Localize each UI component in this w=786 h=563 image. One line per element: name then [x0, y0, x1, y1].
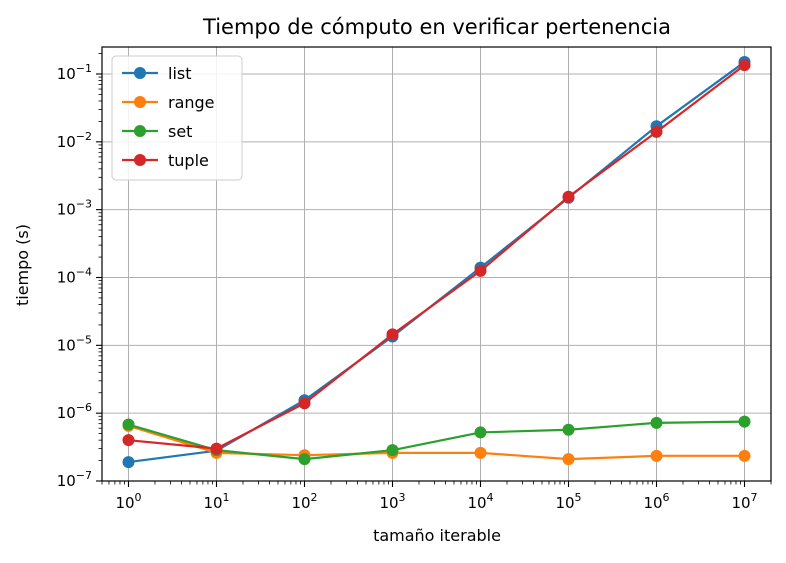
legend-label-list: list: [168, 64, 192, 83]
x-tick-label: 100: [115, 491, 141, 512]
series-line-tuple: [128, 64, 746, 450]
y-tick-label: 10−2: [57, 130, 92, 151]
legend-marker-list: [134, 67, 146, 79]
series-line-set: [128, 420, 745, 461]
legend: list range set tuple: [111, 55, 243, 181]
legend-marker-range: [134, 96, 146, 108]
chart-title: Tiempo de cómputo en verificar pertenenc…: [202, 15, 671, 39]
data-point-tuple: [738, 59, 751, 72]
legend-item-list: list: [122, 64, 192, 83]
data-point-set: [298, 453, 311, 466]
x-tick-label: 103: [379, 491, 405, 512]
data-point-range: [562, 453, 575, 466]
data-point-tuple: [386, 328, 399, 341]
major-ticks: [96, 73, 746, 487]
legend-marker-set: [134, 125, 146, 137]
data-point-tuple: [650, 125, 663, 138]
series-line-range: [128, 424, 745, 461]
data-point-set: [386, 444, 399, 457]
legend-box: [111, 55, 243, 181]
data-point-set: [738, 415, 751, 428]
x-tick-label: 106: [643, 491, 669, 512]
legend-label-set: set: [168, 122, 192, 141]
legend-marker-tuple: [134, 154, 146, 166]
y-tick-label: 10−3: [57, 198, 92, 219]
data-point-tuple: [122, 434, 135, 447]
x-axis-label: tamaño iterable: [373, 526, 501, 545]
legend-item-set: set: [122, 122, 192, 141]
data-point-tuple: [562, 190, 575, 203]
series-tuple: [122, 59, 751, 455]
y-tick-label: 10−1: [57, 62, 92, 83]
data-point-tuple: [474, 264, 487, 277]
data-point-set: [122, 418, 135, 431]
plot-frame: [101, 46, 772, 482]
legend-label-range: range: [168, 93, 215, 112]
x-tick-label: 101: [203, 491, 229, 512]
data-point-range: [474, 446, 487, 459]
data-point-range: [738, 449, 751, 462]
data-point-set: [474, 426, 487, 439]
y-axis-label: tiempo (s): [13, 224, 32, 306]
x-tick-label: 104: [467, 491, 493, 512]
data-point-tuple: [298, 397, 311, 410]
data-point-list: [122, 456, 135, 469]
x-tick-label: 107: [731, 491, 757, 512]
tick-labels: 100 101 102 103 104 105 106 107 10−7 10−6 10−5 10−4…: [57, 62, 758, 512]
legend-item-range: range: [122, 93, 215, 112]
data-point-set: [562, 423, 575, 436]
x-tick-label: 102: [291, 491, 317, 512]
x-tick-label: 105: [555, 491, 581, 512]
series-group: [122, 56, 751, 469]
legend-item-tuple: tuple: [122, 151, 209, 170]
y-tick-label: 10−5: [57, 333, 92, 354]
legend-label-tuple: tuple: [168, 151, 209, 170]
y-tick-label: 10−6: [57, 401, 92, 422]
data-point-tuple: [210, 442, 223, 455]
y-tick-label: 10−7: [57, 469, 92, 490]
data-point-set: [650, 416, 663, 429]
y-tick-label: 10−4: [57, 265, 92, 286]
data-point-range: [650, 449, 663, 462]
